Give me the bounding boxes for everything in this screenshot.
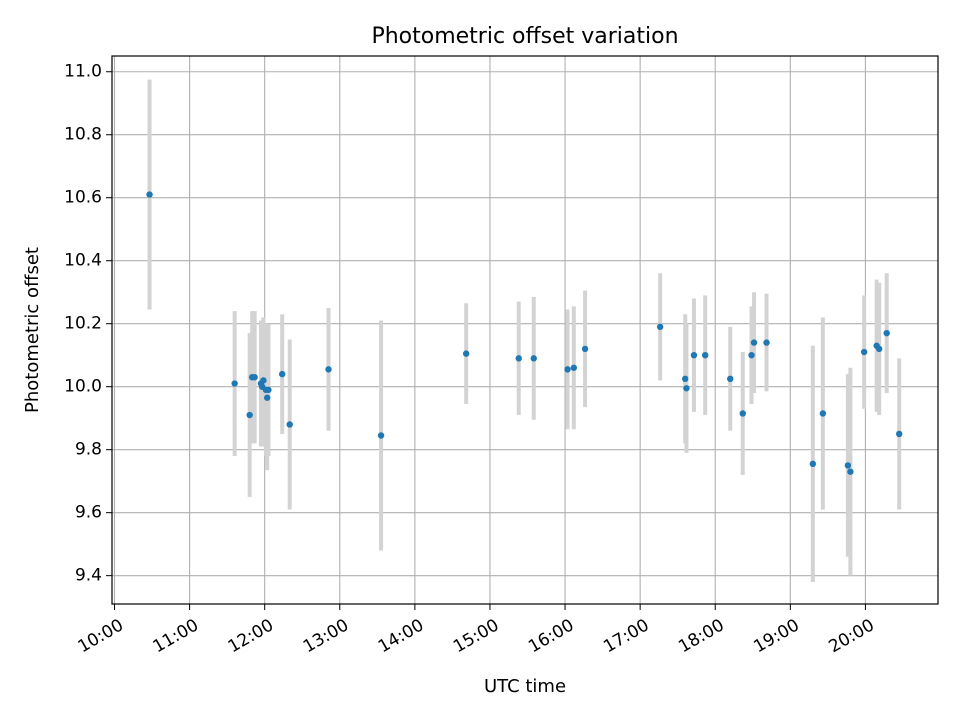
y-tick-label: 9.4 [75,566,102,586]
data-point [260,377,267,384]
data-point [377,432,385,439]
data-point [681,375,689,383]
data-point [860,348,868,356]
data-point [896,430,903,438]
data-point [702,351,709,359]
data-point [462,350,470,357]
x-axis-label: UTC time [484,676,566,697]
data-point [246,411,253,419]
data-point [739,410,746,417]
data-point [844,462,852,469]
data-point [748,351,755,359]
data-point [231,380,238,387]
data-point [809,460,817,468]
data-point [750,339,758,346]
data-point [690,351,698,359]
data-point [847,468,854,475]
data-point [146,191,153,198]
data-points [146,191,903,475]
data-point [727,375,734,383]
data-point [325,366,332,373]
y-tick-label: 10.0 [64,377,102,397]
data-point [263,394,271,401]
data-point [251,374,258,381]
y-tick-label: 11.0 [64,62,102,82]
plot-frame [111,55,939,605]
data-point [286,421,293,428]
y-tick-label: 10.8 [64,125,102,145]
data-point [875,345,883,353]
data-point [819,410,827,417]
data-point [763,339,770,346]
grid-lines [112,56,938,604]
y-tick-label: 9.8 [75,440,102,460]
data-point [570,364,578,371]
data-point [279,370,286,378]
y-tick-label: 10.4 [64,251,102,271]
data-point [656,323,664,331]
data-point [564,366,571,373]
data-point [530,355,537,362]
data-point [265,386,272,394]
y-tick-label: 10.6 [64,188,102,208]
data-point [883,329,890,337]
data-point [683,385,690,392]
y-tick-label: 9.6 [75,503,102,523]
chart-title: Photometric offset variation [371,24,678,49]
data-point [515,355,522,362]
data-point [581,345,589,353]
y-axis-label: Photometric offset [22,247,43,413]
y-tick-label: 10.2 [64,314,102,334]
y-axis-ticks: 9.4 9.6 9.8 10.0 10.2 10.4 10.6 10.8 11.0 [64,62,112,586]
